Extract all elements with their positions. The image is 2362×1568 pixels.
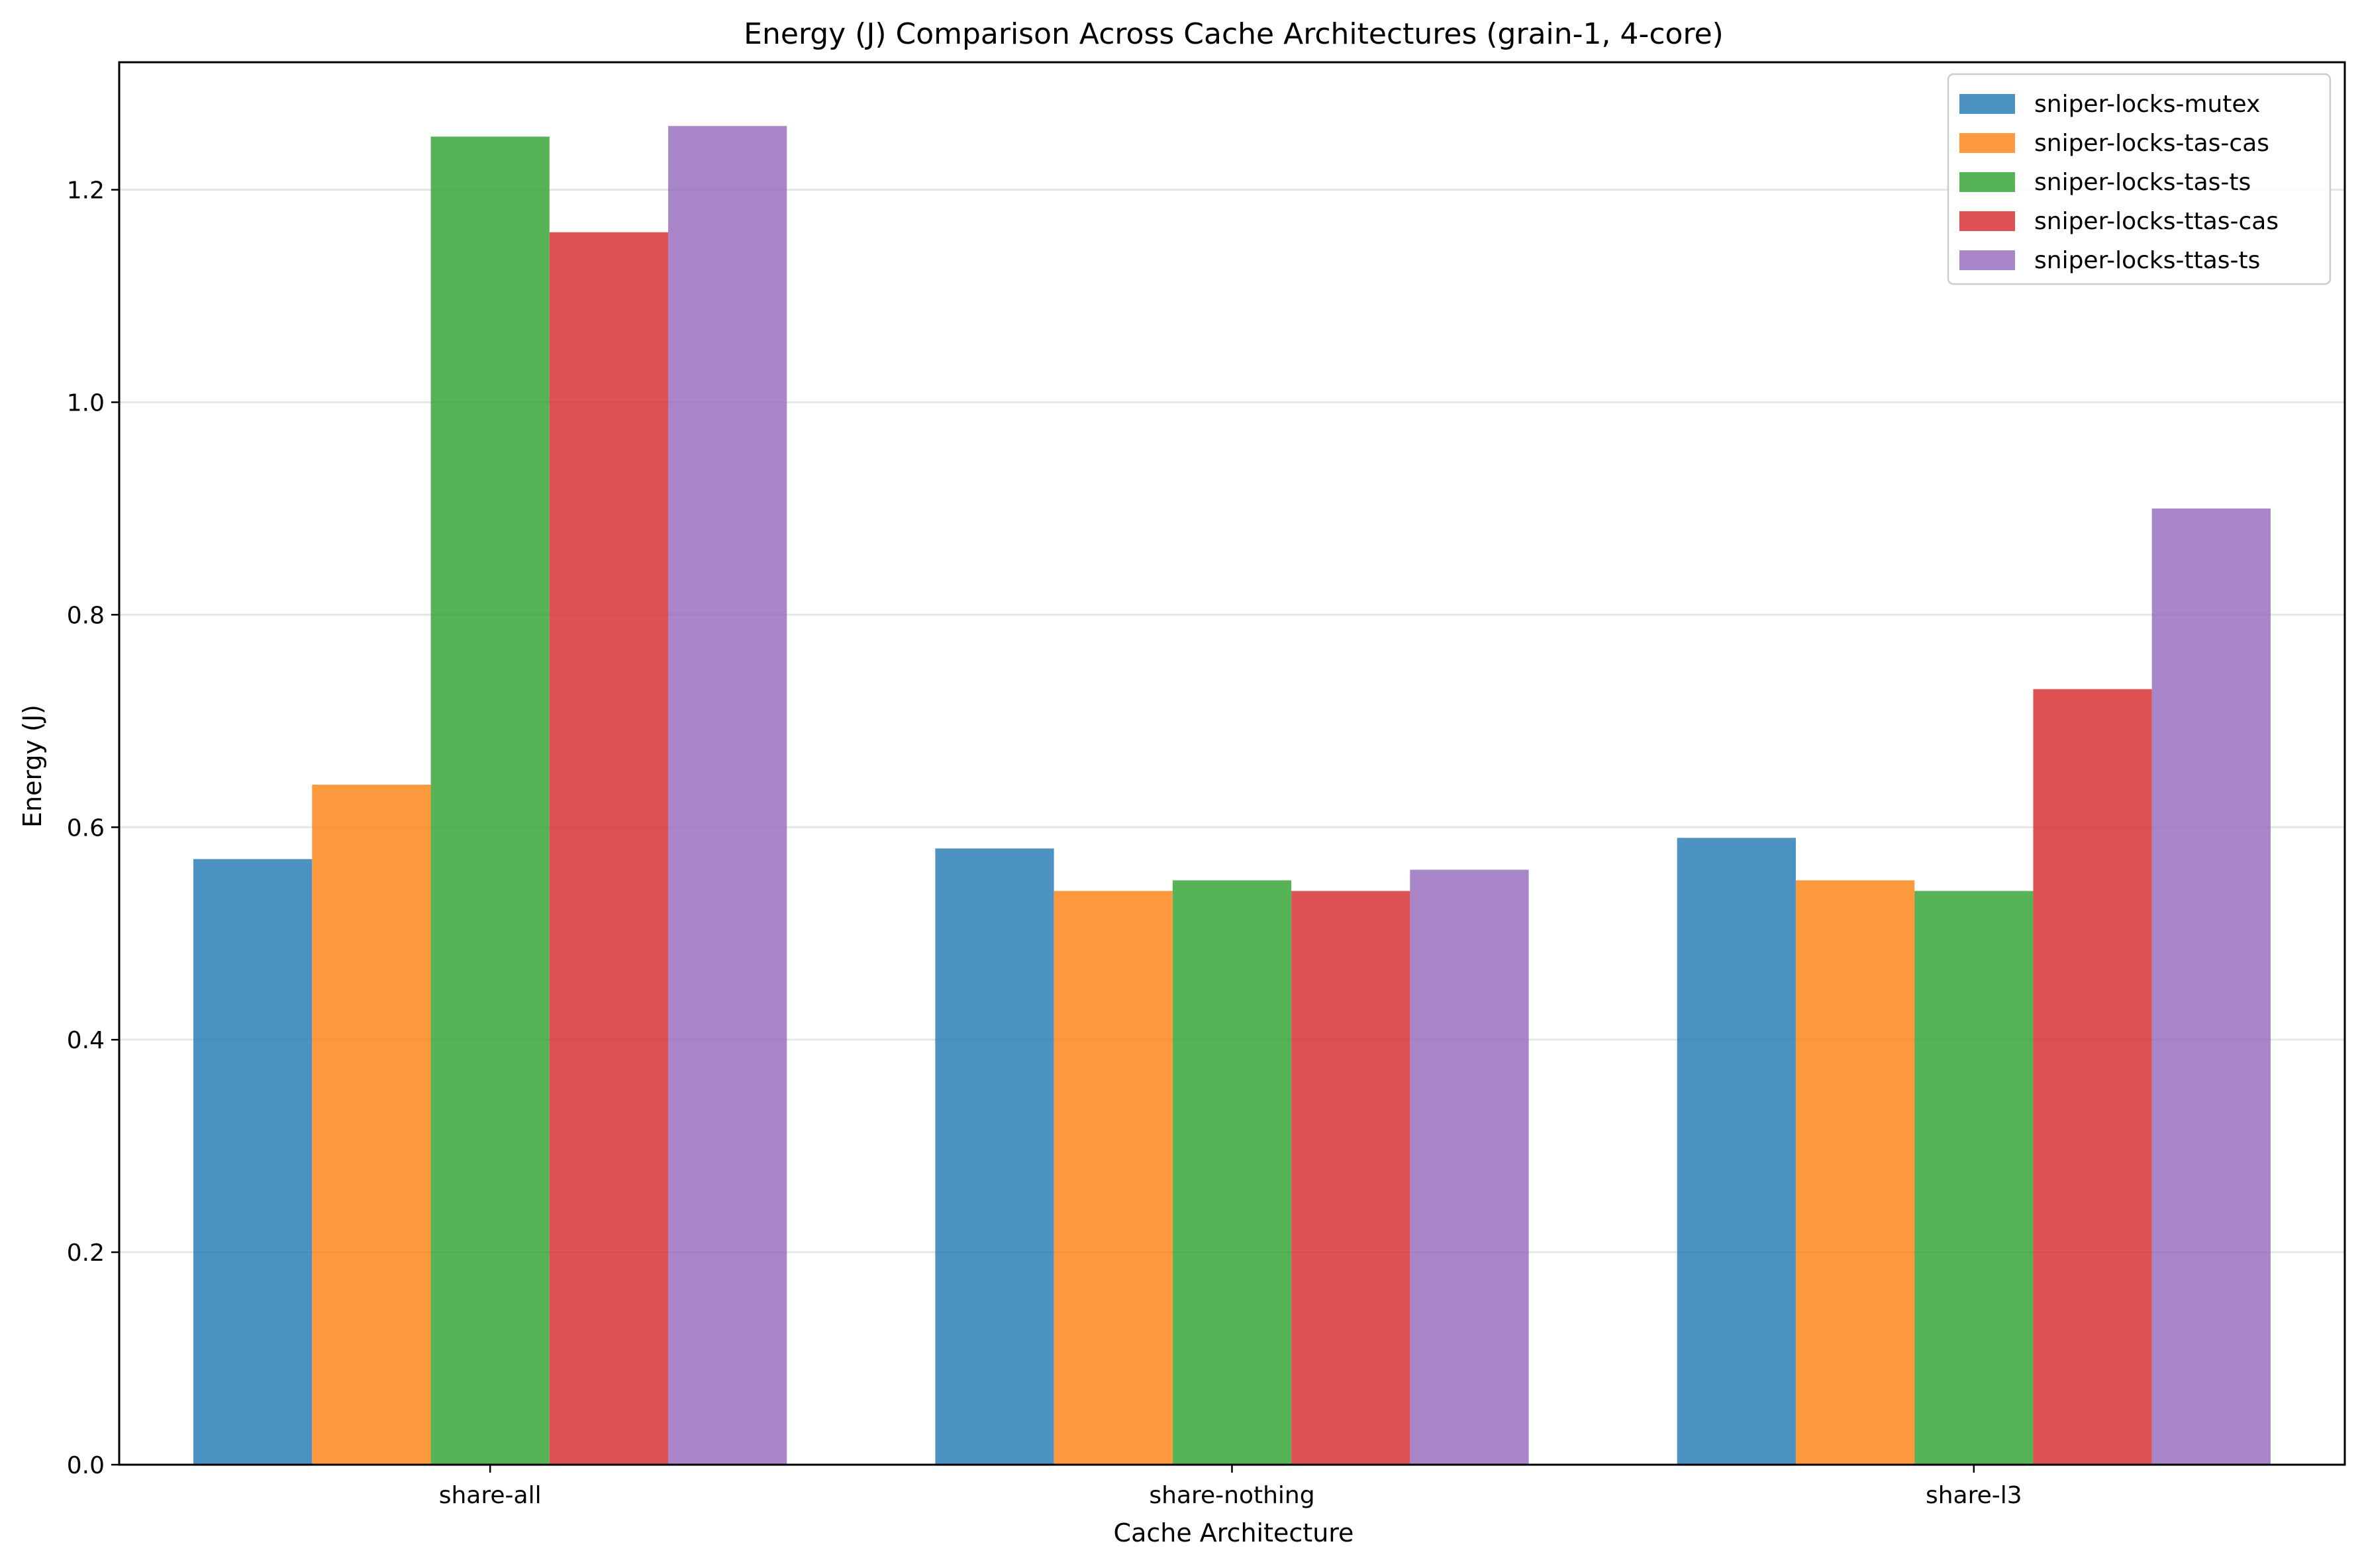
x-ticks: share-all share-nothing share-l3 bbox=[439, 1465, 2022, 1509]
chart-title: Energy (J) Comparison Across Cache Archi… bbox=[744, 17, 1724, 51]
bars bbox=[193, 126, 2271, 1465]
bar-sniper-locks-tas-ts-share-l3 bbox=[1914, 891, 2034, 1465]
bar-sniper-locks-tas-cas-share-nothing bbox=[1054, 891, 1173, 1465]
legend-box bbox=[1947, 73, 2332, 285]
y-tick-label: 0.6 bbox=[67, 814, 105, 842]
bar-sniper-locks-tas-cas-share-all bbox=[312, 785, 431, 1465]
bar-sniper-locks-mutex-share-l3 bbox=[1677, 838, 1796, 1465]
bar-sniper-locks-ttas-ts-share-l3 bbox=[2151, 508, 2271, 1465]
x-axis-label: Cache Architecture bbox=[1114, 1518, 1354, 1547]
legend-entry-sniper-locks-ttas-cas: sniper-locks-ttas-cas bbox=[2034, 208, 2279, 235]
y-tick-label: 1.2 bbox=[67, 177, 105, 205]
legend-entry-sniper-locks-tas-ts: sniper-locks-tas-ts bbox=[2034, 169, 2251, 196]
bar-sniper-locks-tas-cas-share-l3 bbox=[1795, 880, 1915, 1465]
bar-sniper-locks-mutex-share-nothing bbox=[935, 848, 1054, 1465]
bar-sniper-locks-ttas-cas-share-l3 bbox=[2033, 689, 2152, 1465]
legend-swatch-sniper-locks-ttas-cas bbox=[1959, 211, 2015, 231]
legend-swatch-sniper-locks-tas-ts bbox=[1959, 172, 2015, 192]
legend-swatch-sniper-locks-tas-cas bbox=[1959, 133, 2015, 153]
x-tick-label: share-l3 bbox=[1926, 1482, 2022, 1509]
legend-swatch-sniper-locks-ttas-ts bbox=[1959, 250, 2015, 270]
y-ticks: 0.0 0.2 0.4 0.6 0.8 1.0 1.2 bbox=[67, 177, 119, 1479]
x-tick-label: share-nothing bbox=[1149, 1482, 1314, 1509]
legend-entry-sniper-locks-tas-cas: sniper-locks-tas-cas bbox=[2034, 130, 2269, 157]
bar-sniper-locks-mutex-share-all bbox=[193, 859, 313, 1465]
bar-sniper-locks-tas-ts-share-nothing bbox=[1172, 880, 1292, 1465]
bar-sniper-locks-ttas-ts-share-nothing bbox=[1410, 869, 1529, 1465]
y-tick-label: 0.8 bbox=[67, 602, 105, 629]
bar-sniper-locks-ttas-cas-share-nothing bbox=[1291, 891, 1410, 1465]
bar-sniper-locks-ttas-cas-share-all bbox=[549, 232, 669, 1465]
y-tick-label: 0.4 bbox=[67, 1027, 105, 1054]
bar-sniper-locks-tas-ts-share-all bbox=[430, 136, 550, 1465]
bar-sniper-locks-ttas-ts-share-all bbox=[668, 126, 787, 1465]
y-axis-label: Energy (J) bbox=[18, 705, 47, 828]
legend: sniper-locks-mutex sniper-locks-tas-cas sn… bbox=[1947, 73, 2332, 285]
legend-swatch-sniper-locks-mutex bbox=[1959, 94, 2015, 114]
y-tick-label: 0.2 bbox=[67, 1240, 105, 1267]
x-tick-label: share-all bbox=[439, 1482, 542, 1509]
legend-entry-sniper-locks-mutex: sniper-locks-mutex bbox=[2034, 91, 2260, 118]
legend-entry-sniper-locks-ttas-ts: sniper-locks-ttas-ts bbox=[2034, 247, 2260, 274]
y-tick-label: 0.0 bbox=[67, 1452, 105, 1479]
y-tick-label: 1.0 bbox=[67, 389, 105, 416]
